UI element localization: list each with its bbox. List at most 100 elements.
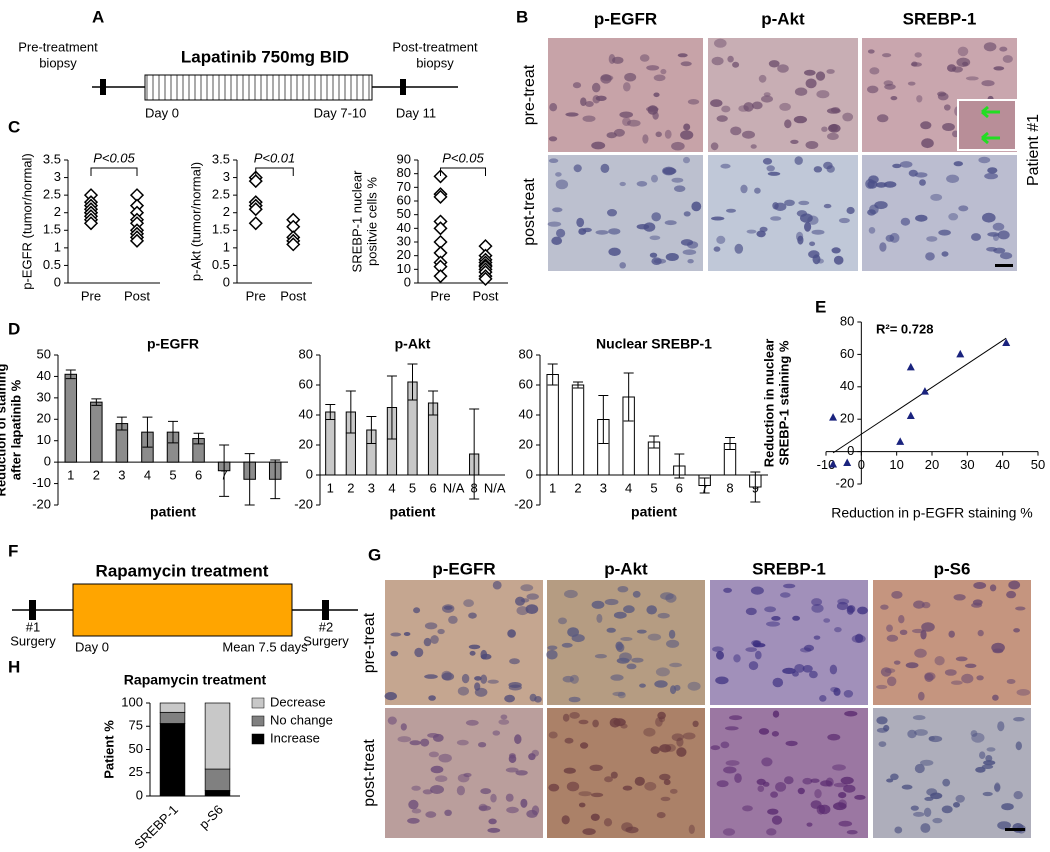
micrograph: [708, 155, 858, 271]
nucleus: [829, 664, 838, 675]
nucleus: [716, 115, 728, 122]
data-point: [896, 437, 905, 445]
nucleus: [607, 209, 617, 217]
micrograph: [873, 580, 1031, 705]
micrograph: [708, 38, 858, 152]
nucleus: [590, 813, 600, 821]
nucleus: [815, 71, 826, 81]
nucleus: [784, 776, 794, 785]
nucleus: [729, 715, 743, 721]
nucleus: [890, 96, 898, 101]
nucleus: [643, 727, 656, 737]
nucleus: [682, 249, 697, 255]
micrograph-bg: [873, 580, 1031, 705]
nucleus: [798, 200, 810, 206]
nucleus: [842, 112, 854, 122]
nucleus: [812, 254, 821, 265]
nucleus: [823, 203, 832, 209]
x-tick-label: 6: [195, 468, 202, 483]
data-point: [433, 169, 448, 184]
nucleus: [944, 669, 957, 676]
nucleus: [435, 775, 448, 782]
nucleus: [676, 747, 687, 757]
nucleus: [826, 69, 835, 74]
nucleus: [925, 252, 935, 261]
nucleus: [526, 593, 539, 600]
nucleus: [636, 224, 650, 230]
x-tick-label: 2: [347, 480, 354, 495]
day-label: Day 7-10: [314, 105, 367, 120]
nucleus: [912, 715, 926, 721]
nucleus: [468, 644, 481, 650]
nucleus: [804, 69, 816, 76]
nucleus: [651, 212, 661, 222]
nucleus: [620, 637, 633, 641]
nucleus: [564, 737, 574, 744]
nucleus: [578, 719, 589, 725]
nucleus: [962, 61, 969, 66]
nucleus: [639, 683, 646, 688]
nucleus: [877, 114, 889, 123]
nucleus: [441, 672, 455, 681]
nucleus: [855, 633, 864, 643]
scale-bar: [1005, 828, 1025, 831]
nucleus: [880, 667, 892, 677]
nucleus: [478, 805, 492, 811]
x-tick-label: Pre: [430, 288, 450, 303]
nucleus: [993, 247, 1006, 254]
nucleus: [1006, 679, 1016, 684]
nucleus: [508, 682, 522, 688]
nucleus: [671, 733, 684, 742]
nucleus: [552, 207, 563, 213]
nucleus: [833, 687, 841, 696]
nucleus: [594, 654, 607, 659]
nucleus: [879, 242, 887, 252]
error-bar: [674, 453, 685, 479]
nucleus: [671, 141, 685, 151]
nucleus: [724, 726, 739, 731]
nucleus: [800, 213, 813, 223]
y-tick-label: 2: [54, 204, 61, 219]
y-tick-label: 1.5: [43, 222, 61, 237]
nucleus: [934, 656, 945, 666]
y-tick-label: 100: [121, 694, 143, 709]
nucleus: [582, 828, 596, 835]
nucleus: [390, 650, 399, 657]
x-tick-label: 20: [925, 457, 939, 472]
column-header: p-Akt: [761, 9, 805, 28]
data-point: [478, 271, 493, 286]
y-axis-label: p-Akt (tumor/normal): [188, 162, 203, 281]
bar: [64, 373, 78, 463]
nucleus: [591, 600, 605, 609]
nucleus: [915, 214, 928, 222]
nucleus: [487, 827, 501, 833]
nucleus: [397, 736, 412, 743]
nucleus: [914, 648, 927, 658]
nucleus: [505, 767, 519, 773]
nucleus: [664, 220, 677, 226]
nucleus: [804, 644, 814, 652]
nucleus: [978, 156, 991, 164]
nucleus: [955, 794, 965, 803]
nucleus: [636, 181, 648, 187]
trend-line: [832, 337, 1007, 454]
nucleus: [921, 138, 934, 149]
nucleus: [767, 171, 781, 176]
nucleus: [761, 95, 773, 103]
nucleus: [578, 791, 592, 797]
nucleus: [610, 771, 618, 779]
nucleus: [651, 257, 662, 266]
nucleus: [528, 753, 536, 761]
nucleus: [997, 230, 1010, 240]
nucleus: [687, 681, 701, 691]
nucleus: [591, 792, 604, 798]
nucleus: [585, 101, 594, 107]
nucleus: [651, 174, 658, 183]
nucleus: [774, 202, 787, 211]
nucleus: [733, 654, 741, 663]
bar-segment: [159, 711, 186, 724]
nucleus: [813, 635, 821, 640]
nucleus: [838, 217, 850, 224]
nucleus: [827, 132, 839, 140]
nucleus: [617, 586, 629, 593]
